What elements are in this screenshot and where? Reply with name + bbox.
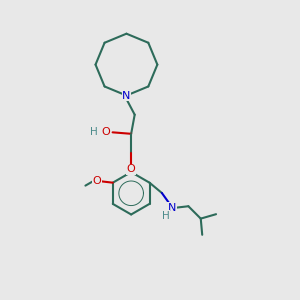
Text: O: O xyxy=(92,176,101,186)
Text: O: O xyxy=(127,164,136,174)
Text: H: H xyxy=(90,127,98,137)
Text: N: N xyxy=(122,91,130,100)
Text: O: O xyxy=(102,127,110,137)
Text: H: H xyxy=(162,211,170,221)
Text: N: N xyxy=(168,203,176,213)
